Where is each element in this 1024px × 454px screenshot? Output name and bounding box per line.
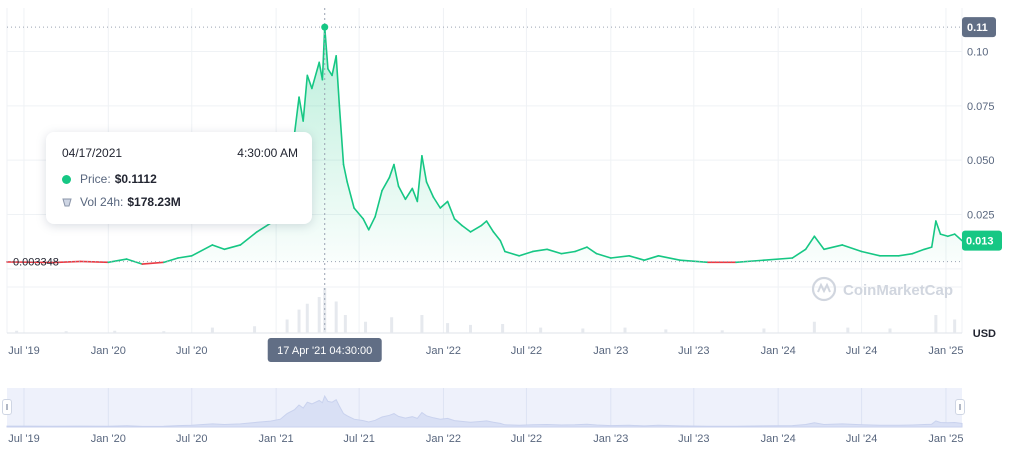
tooltip-date: 04/17/2021 — [62, 146, 122, 160]
navigator-x-tick-label: Jul '19 — [8, 433, 39, 445]
x-tick-label: Jan '23 — [593, 345, 628, 357]
volume-bar — [953, 320, 956, 334]
navigator-x-tick-label: Jan '20 — [91, 433, 126, 445]
volume-bar — [721, 330, 724, 333]
grip-icon: ‖ — [958, 403, 961, 412]
price-dot-icon — [62, 175, 71, 184]
current-price-label: 0.013 — [966, 236, 994, 248]
volume-bar — [15, 331, 18, 333]
tooltip-price-label: Price: — [80, 172, 111, 186]
navigator-left-handle[interactable]: ‖ — [2, 399, 12, 415]
x-tick-label: Jul '23 — [678, 345, 709, 357]
volume-bar — [364, 322, 367, 333]
navigator-x-tick-label: Jan '23 — [593, 433, 628, 445]
price-segment — [80, 261, 108, 262]
volume-bar — [306, 304, 309, 333]
tooltip-header: 04/17/2021 4:30:00 AM — [62, 146, 298, 160]
navigator-x-tick-label: Jan '25 — [928, 433, 963, 445]
range-navigator[interactable] — [7, 388, 962, 427]
volume-bar — [420, 315, 423, 333]
max-price-badge: 0.11 — [962, 17, 996, 37]
tooltip-price-row: Price: $0.1112 — [62, 172, 298, 186]
x-tick-label: Jul '20 — [176, 345, 207, 357]
volume-bar — [813, 322, 816, 333]
watermark: CoinMarketCap — [813, 278, 953, 300]
volume-bar — [344, 315, 347, 333]
volume-bar — [664, 329, 667, 333]
grip-icon: ‖ — [5, 403, 8, 412]
navigator-x-tick-label: Jul '22 — [511, 433, 542, 445]
navigator-x-tick-label: Jan '24 — [761, 433, 796, 445]
hover-point — [321, 24, 328, 31]
y-axis: 0.025 0.050 0.075 0.10 — [967, 46, 995, 221]
volume-bar — [469, 325, 472, 333]
tooltip-price-value: $0.1112 — [115, 172, 157, 186]
tooltip-volume-row: Vol 24h: $178.23M — [62, 195, 298, 209]
volume-bar — [298, 310, 301, 333]
watermark-text: CoinMarketCap — [843, 282, 953, 299]
y-tick-label: 0.050 — [967, 155, 995, 167]
volume-bar — [934, 315, 937, 333]
volume-bar — [162, 331, 165, 333]
navigator-x-tick-label: Jul '20 — [176, 433, 207, 445]
volume-bar — [286, 320, 289, 334]
tooltip-volume-value: $178.23M — [127, 195, 180, 209]
y-tick-label: 0.075 — [967, 101, 995, 113]
volume-bar — [539, 328, 542, 333]
volume-bar — [390, 317, 393, 333]
crosshair-date-badge: 17 Apr '21 04:30:00 — [268, 338, 382, 362]
x-tick-label: Jul '22 — [511, 345, 542, 357]
volume-bar — [318, 297, 321, 333]
volume-bar-icon — [62, 198, 72, 207]
volume-bar — [446, 323, 449, 333]
volume-bar — [211, 328, 214, 333]
x-axis: Jul '19 Jan '20 Jul '20 Jan '22 Jul '22 Jan '… — [8, 345, 963, 357]
coinmarketcap-logo-mark — [818, 285, 830, 292]
x-tick-label: Jan '22 — [426, 345, 461, 357]
x-tick-label: Jul '24 — [846, 345, 877, 357]
currency-unit-label: USD — [973, 328, 996, 340]
current-price-badge: 0.013 — [962, 231, 1002, 251]
y-tick-label: 0.025 — [967, 210, 995, 222]
volume-bar — [624, 328, 627, 333]
x-tick-label: Jan '25 — [928, 345, 963, 357]
x-tick-label: Jan '20 — [91, 345, 126, 357]
tooltip-volume-label: Vol 24h: — [80, 195, 123, 209]
volume-bar — [65, 331, 68, 333]
volume-bar — [889, 329, 892, 334]
volume-bar — [335, 302, 338, 334]
navigator-x-tick-label: Jul '24 — [846, 433, 877, 445]
volume-bar — [113, 331, 116, 333]
navigator-x-tick-label: Jul '21 — [343, 433, 374, 445]
navigator-x-axis: Jul '19 Jan '20 Jul '20 Jan '21 Jul '21 Jan '… — [8, 433, 963, 445]
navigator-x-tick-label: Jan '21 — [259, 433, 294, 445]
reference-price-label: 0.003348 — [13, 257, 59, 269]
volume-bar — [581, 329, 584, 334]
volume-bar — [762, 329, 765, 334]
volume-bar — [846, 328, 849, 333]
crosshair-date-label: 17 Apr '21 04:30:00 — [277, 345, 372, 357]
volume-bar — [501, 324, 504, 333]
tooltip-time: 4:30:00 AM — [237, 146, 298, 160]
price-tooltip: 04/17/2021 4:30:00 AM Price: $0.1112 Vol… — [46, 132, 312, 224]
navigator-x-tick-label: Jan '22 — [426, 433, 461, 445]
navigator-x-tick-label: Jul '23 — [678, 433, 709, 445]
x-tick-label: Jan '24 — [761, 345, 796, 357]
navigator-right-handle[interactable]: ‖ — [955, 399, 965, 415]
y-tick-label: 0.10 — [967, 46, 988, 58]
volume-bar — [253, 326, 256, 333]
x-tick-label: Jul '19 — [8, 345, 39, 357]
max-price-label: 0.11 — [967, 22, 988, 34]
